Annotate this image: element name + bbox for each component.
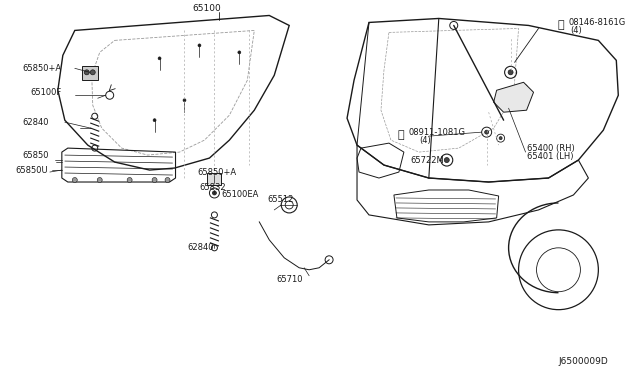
Text: 65722M: 65722M — [411, 155, 445, 164]
Text: 65401 (LH): 65401 (LH) — [527, 151, 573, 161]
Circle shape — [72, 177, 77, 183]
Circle shape — [183, 99, 186, 102]
Circle shape — [522, 87, 525, 90]
Circle shape — [499, 137, 502, 140]
Text: 65100F: 65100F — [30, 88, 61, 97]
Text: 65512: 65512 — [268, 195, 294, 205]
Polygon shape — [493, 82, 534, 112]
Circle shape — [97, 177, 102, 183]
Text: 65100: 65100 — [193, 4, 221, 13]
Text: 65710: 65710 — [276, 275, 303, 284]
Circle shape — [508, 70, 513, 75]
Text: 08911-1081G: 08911-1081G — [409, 128, 466, 137]
Circle shape — [165, 177, 170, 183]
Text: 62840: 62840 — [188, 243, 214, 252]
Circle shape — [444, 158, 449, 163]
Circle shape — [90, 70, 95, 75]
Text: 65850+A: 65850+A — [22, 64, 61, 73]
Circle shape — [484, 130, 489, 134]
Text: 65850+A: 65850+A — [198, 167, 237, 177]
Text: 65400 (RH): 65400 (RH) — [527, 144, 574, 153]
Circle shape — [158, 57, 161, 60]
Circle shape — [84, 70, 89, 75]
Text: J6500009D: J6500009D — [559, 357, 609, 366]
Text: (4): (4) — [570, 26, 582, 35]
Circle shape — [238, 51, 241, 54]
Text: (4): (4) — [419, 136, 431, 145]
Text: 08146-8161G: 08146-8161G — [568, 18, 626, 27]
Text: 65832: 65832 — [200, 183, 226, 192]
Circle shape — [127, 177, 132, 183]
Polygon shape — [82, 66, 98, 80]
Circle shape — [152, 177, 157, 183]
Circle shape — [153, 119, 156, 122]
Text: 62840: 62840 — [22, 118, 49, 127]
Polygon shape — [207, 173, 221, 185]
Circle shape — [198, 44, 201, 47]
Text: 65850U: 65850U — [15, 166, 47, 174]
Text: 65100EA: 65100EA — [221, 190, 259, 199]
Text: Ⓑ: Ⓑ — [557, 20, 564, 31]
Text: Ⓝ: Ⓝ — [397, 130, 404, 140]
Text: 65850: 65850 — [22, 151, 49, 160]
Circle shape — [212, 191, 216, 195]
